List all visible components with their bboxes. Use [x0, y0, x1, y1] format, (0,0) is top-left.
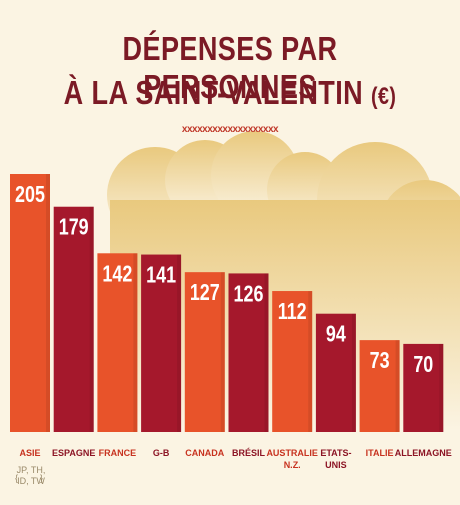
- bar-shade-5: [264, 273, 269, 432]
- bar-5: [228, 273, 269, 432]
- annotation-line-0: JP, TH,: [17, 465, 46, 475]
- bar-1: [53, 206, 94, 432]
- category-label-6-line-0: AUSTRALIE: [266, 448, 318, 458]
- chart-title-unit: (€): [371, 83, 397, 110]
- bar-shade-1: [89, 206, 94, 432]
- chart-title-line-2: À LA SAINT-VALENTIN (€): [41, 74, 418, 112]
- category-label-3: G-B: [153, 448, 170, 458]
- category-label-6-line-1: N.Z.: [284, 460, 301, 470]
- category-label-0: ASIE: [19, 448, 40, 458]
- category-label-5: BRÉSIL: [232, 448, 266, 458]
- bar-shade-3: [177, 254, 182, 432]
- category-label-2: FRANCE: [99, 448, 137, 458]
- category-annotation: {}JP, TH,ID, TW: [15, 465, 45, 486]
- bar-value-label-7: 94: [326, 322, 346, 348]
- category-label-8: ITALIE: [366, 448, 394, 458]
- bar-7: [315, 313, 356, 432]
- annotation-line-1: ID, TW: [17, 476, 45, 486]
- chart-title-text: À LA SAINT-VALENTIN: [63, 74, 364, 111]
- bar-0: [10, 174, 50, 432]
- bar-value-label-2: 142: [102, 261, 132, 287]
- bar-shade-7: [351, 313, 356, 432]
- bar-8: [359, 340, 400, 432]
- chart-title-line-1: DÉPENSES PAR PERSONNES: [122, 30, 338, 105]
- bar-2: [97, 253, 138, 432]
- bar-value-label-6: 112: [278, 299, 307, 325]
- bar-value-label-5: 126: [234, 281, 264, 307]
- bar-4: [184, 272, 225, 432]
- bar-value-label-0: 205: [15, 182, 45, 208]
- bar-value-label-8: 73: [370, 348, 390, 374]
- bar-value-label-3: 141: [146, 262, 176, 288]
- category-label-4: CANADA: [185, 448, 224, 458]
- title-divider: xxxxxxxxxxxxxxxxxxx: [181, 124, 279, 135]
- bar-value-label-9: 70: [413, 352, 433, 378]
- bar-value-label-1: 179: [59, 215, 89, 241]
- bar-shade-6: [308, 291, 313, 432]
- annotation-brace-left: {: [15, 473, 18, 483]
- category-label-9: ALLEMAGNE: [395, 448, 452, 458]
- bar-shade-9: [439, 343, 444, 432]
- bar-shade-0: [46, 174, 50, 432]
- bar-9: [403, 343, 444, 432]
- bar-shade-8: [395, 340, 400, 432]
- category-label-1: ESPAGNE: [52, 448, 95, 458]
- category-label-7-line-0: ETATS-: [320, 448, 351, 458]
- bar-shade-4: [220, 272, 225, 432]
- bar-6: [272, 291, 313, 432]
- bar-3: [141, 254, 182, 432]
- bar-value-label-4: 127: [190, 280, 220, 306]
- category-label-7-line-1: UNIS: [325, 460, 347, 470]
- annotation-brace-right: }: [40, 473, 43, 483]
- bar-shade-2: [133, 253, 138, 432]
